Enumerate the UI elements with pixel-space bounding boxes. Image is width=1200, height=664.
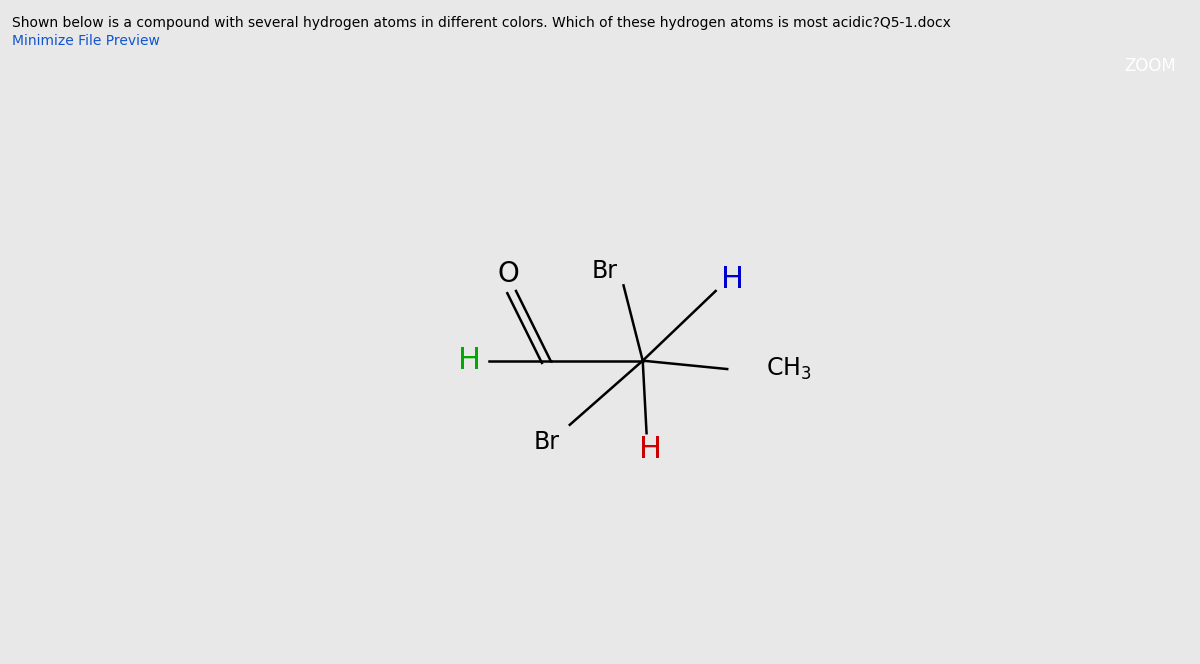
Text: ZOOM: ZOOM <box>1124 57 1176 76</box>
Text: Shown below is a compound with several hydrogen atoms in different colors. Which: Shown below is a compound with several h… <box>12 16 950 30</box>
Text: Br: Br <box>592 260 617 284</box>
Text: O: O <box>498 260 520 288</box>
Text: CH$_3$: CH$_3$ <box>766 356 811 382</box>
Text: H: H <box>721 266 744 294</box>
Text: H: H <box>638 436 662 464</box>
Text: H: H <box>458 346 481 375</box>
Text: Br: Br <box>534 430 559 454</box>
Text: Minimize File Preview: Minimize File Preview <box>12 34 160 48</box>
